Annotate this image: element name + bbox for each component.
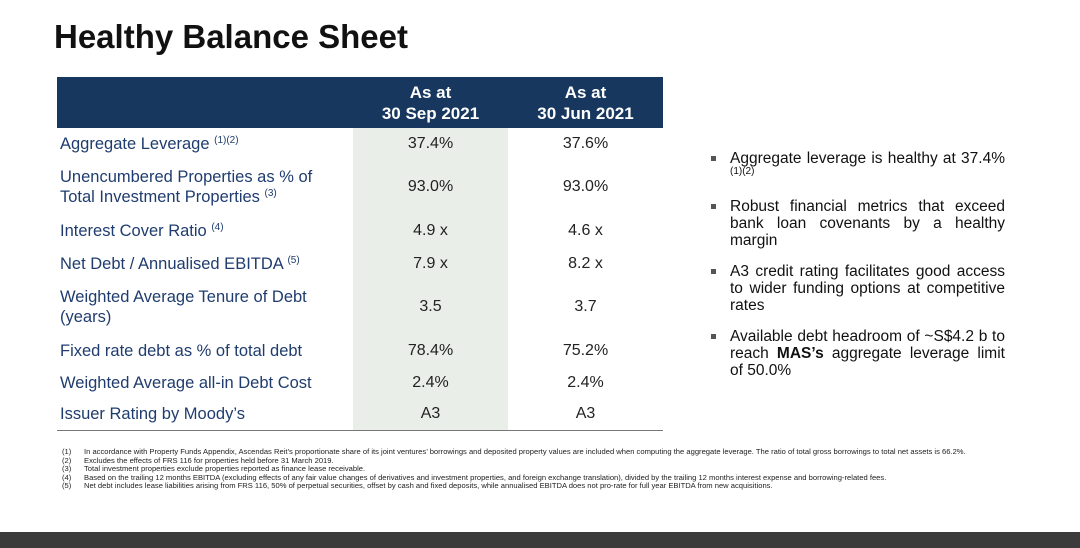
bullet-text: Aggregate leverage is healthy at 37.4% (730, 150, 1005, 167)
table-row: Interest Cover Ratio (4) 4.9 x 4.6 x (57, 214, 663, 248)
value-cell: 37.6% (562, 135, 609, 152)
column-header: As at 30 Jun 2021 (508, 77, 663, 128)
bottom-bar (0, 532, 1080, 548)
row-label-cell: Weighted Average Tenure of Debt (years) (57, 280, 353, 334)
value-cell: A3 (508, 399, 663, 431)
row-label-cell: Unencumbered Properties as % of Total In… (57, 160, 353, 214)
row-label: Issuer Rating by Moody’s (60, 405, 245, 424)
value-cell: 2.4% (567, 374, 604, 391)
footnote-number: (1) (62, 447, 72, 456)
value-cell: 3.7 (574, 298, 597, 315)
header-line: 30 Sep 2021 (381, 103, 480, 123)
bullet: A3 credit rating facilitates good access… (708, 263, 1005, 314)
footnotes: (1) In accordance with Property Funds App… (62, 447, 972, 491)
footnote-text: Excludes the effects of FRS 116 for prop… (84, 455, 334, 465)
table-row: Unencumbered Properties as % of Total In… (57, 160, 663, 214)
bullet-text: Available debt headroom of ~S$4.2 b to r… (730, 328, 1005, 362)
footnote-text: Based on the trailing 12 months EBITDA (… (84, 472, 887, 482)
value-cell: 4.6 x (568, 222, 603, 239)
note-ref: (4) (211, 222, 224, 233)
value-cell: 8.2 x (568, 255, 603, 272)
value-cell: 3.5 (353, 280, 508, 334)
header-row: As at 30 Sep 2021 As at 30 Jun 2021 (57, 77, 663, 128)
row-label-cell: Interest Cover Ratio (4) (57, 214, 353, 248)
row-label-cell: Aggregate Leverage (1)(2) (57, 128, 353, 160)
row-label: Weighted Average Tenure of Debt (years) (60, 288, 307, 326)
row-label: Unencumbered Properties as % of Total In… (60, 168, 313, 206)
footnote-text: Net debt includes lease liabilities aris… (84, 481, 773, 491)
bullet-list: Aggregate leverage is healthy at 37.4% (… (708, 150, 1005, 393)
footnote: (4) Based on the trailing 12 months EBITD… (62, 472, 972, 483)
row-label-cell: Net Debt / Annualised EBITDA (5) (57, 248, 353, 280)
table-row: Aggregate Leverage (1)(2) 37.4% 37.6% (57, 128, 663, 160)
column-header: As at 30 Sep 2021 (353, 77, 508, 128)
footnote-number: (4) (62, 472, 72, 482)
value-cell: 4.9 x (353, 214, 508, 248)
bullet-bold: MAS’s (776, 345, 824, 362)
value-cell: 7.9 x (353, 248, 508, 280)
note-ref: (3) (264, 188, 277, 199)
row-label: Fixed rate debt as % of total debt (60, 341, 303, 360)
table-row: Weighted Average Tenure of Debt (years) 3… (57, 280, 663, 334)
header-line: 30 Jun 2021 (537, 103, 634, 123)
header-line: As at (564, 82, 607, 102)
footnote-text: In accordance with Property Funds Append… (84, 447, 966, 456)
bullet: Robust financial metrics that exceed ban… (708, 198, 1005, 249)
bullet-text: aggregate leverage limit of 50.0% (730, 345, 1005, 379)
value-cell: 93.0% (562, 178, 609, 195)
row-label-cell: Issuer Rating by Moody’s (57, 399, 353, 431)
footnote: (5) Net debt includes lease liabilities a… (62, 482, 972, 491)
value-cell: 93.0% (353, 160, 508, 214)
footnote-number: (2) (62, 455, 72, 465)
note-ref: (5) (287, 255, 300, 266)
value-cell: 75.2% (562, 341, 609, 359)
row-label: Aggregate Leverage (60, 135, 210, 153)
table-row: Weighted Average all-in Debt Cost 2.4% 2.4… (57, 367, 663, 399)
row-label-cell: Weighted Average all-in Debt Cost (57, 367, 353, 399)
table-row: Net Debt / Annualised EBITDA (5) 7.9 x 8.2… (57, 248, 663, 280)
header-line: As at (409, 82, 452, 102)
row-label-cell: Fixed rate debt as % of total debt (57, 334, 353, 367)
footnote: (1) In accordance with Property Funds App… (62, 447, 972, 457)
balance-table: As at 30 Sep 2021 As at 30 Jun 2021 Aggreg… (57, 77, 663, 431)
note-ref: (1)(2) (214, 135, 239, 146)
footnote-text: Total investment properties exclude prop… (84, 464, 366, 474)
value-cell: 37.4% (353, 128, 508, 160)
footnote: (2) Excludes the effects of FRS 116 for p… (62, 455, 972, 466)
table-row: Fixed rate debt as % of total debt 78.4% 7… (57, 334, 663, 367)
table-row: Issuer Rating by Moody’s A3 A3 (57, 399, 663, 431)
row-label: Net Debt / Annualised EBITDA (60, 255, 283, 273)
footnote: (3) Total investment properties exclude p… (62, 465, 972, 474)
bullet: Available debt headroom of ~S$4.2 b to r… (708, 328, 1005, 379)
footnote-number: (3) (62, 464, 72, 474)
value-cell: 2.4% (353, 367, 508, 399)
value-cell: A3 (353, 399, 508, 431)
row-label: Interest Cover Ratio (60, 222, 207, 240)
value-cell: 78.4% (353, 334, 508, 367)
footnote-number: (5) (62, 481, 72, 491)
note-ref: (1)(2) (730, 166, 755, 177)
title: Healthy Balance Sheet (54, 18, 408, 55)
bullet: Aggregate leverage is healthy at 37.4% (… (708, 150, 1005, 184)
row-label: Weighted Average all-in Debt Cost (60, 374, 312, 392)
